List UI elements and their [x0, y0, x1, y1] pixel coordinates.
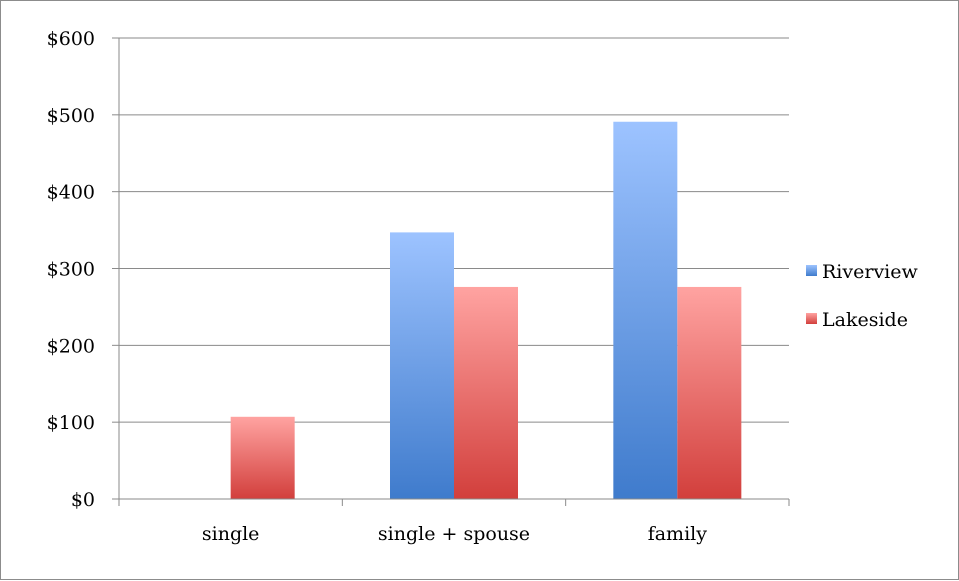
legend-label-riverview: Riverview: [822, 261, 918, 283]
bar-riverview-3: [613, 121, 678, 499]
tick-labels: $0 $100 $200 $300 $400 $500 $600 single single +…: [47, 28, 708, 545]
x-tick-label: single: [202, 523, 260, 545]
legend-swatch-lakeside: [806, 313, 817, 324]
y-tick-label: $0: [71, 489, 95, 511]
bar-lakeside-2: [454, 286, 518, 499]
y-tick-label: $100: [47, 412, 95, 434]
bar-lakeside-1: [230, 416, 295, 499]
legend: Riverview Lakeside: [806, 261, 918, 331]
bar-riverview-2: [390, 232, 454, 499]
legend-label-lakeside: Lakeside: [822, 309, 908, 331]
legend-swatch-riverview: [806, 265, 817, 276]
y-tick-label: $500: [47, 105, 95, 127]
y-tick-label: $300: [47, 259, 95, 281]
bar-lakeside-3: [677, 286, 742, 499]
bars: [230, 121, 742, 499]
y-tick-label: $200: [47, 335, 95, 357]
y-tick-label: $400: [47, 182, 95, 204]
axes: [112, 37, 790, 506]
y-tick-label: $600: [47, 28, 95, 50]
x-tick-label: single + spouse: [378, 523, 530, 545]
x-tick-label: family: [648, 523, 708, 545]
